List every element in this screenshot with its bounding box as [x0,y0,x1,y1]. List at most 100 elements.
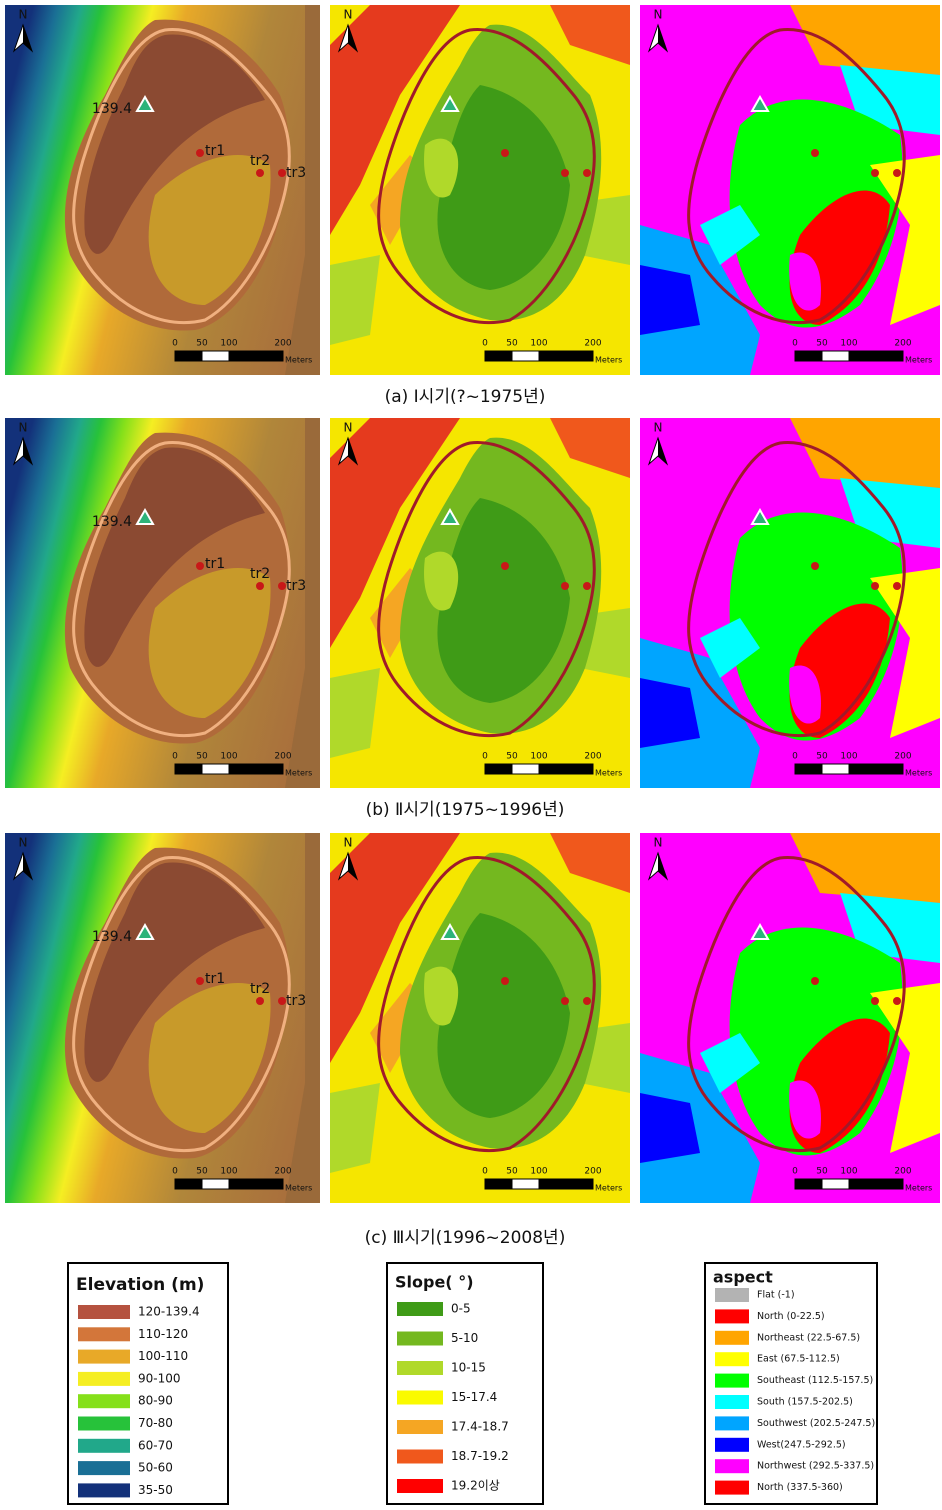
legend-swatch [715,1309,749,1323]
scale-unit: Meters [285,769,312,778]
scale-segment [485,1179,512,1189]
legend-swatch [78,1417,130,1431]
point-label: tr3 [286,578,306,594]
scale-label: 100 [530,339,547,349]
scale-segment [202,1179,229,1189]
legend-label: East (67.5-112.5) [757,1354,840,1365]
legend-label: 80-90 [138,1394,173,1408]
sample-point [501,562,509,570]
scale-unit: Meters [285,1184,312,1193]
scale-unit: Meters [905,769,932,778]
scale-segment [795,764,822,774]
north-label: N [344,8,353,22]
scale-label: 0 [482,752,488,762]
figure: 139.4 tr1 tr2 tr3 N 0 50 100 200 Meters N 0 50 100 200… [0,0,942,1506]
scale-segment [512,351,539,361]
scale-label: 50 [816,752,828,762]
scale-segment [175,764,202,774]
sample-point [256,169,264,177]
legend-swatch [715,1438,749,1452]
sample-point [561,997,569,1005]
scale-segment [822,351,849,361]
point-label: tr2 [250,566,270,582]
legend-swatch [397,1391,443,1405]
aspect-panel: N050100200Meters [640,5,940,375]
sample-point [871,582,879,590]
scale-label: 50 [506,752,518,762]
slope-map [330,833,630,1203]
aspect-map [640,418,940,788]
scale-segment [485,764,512,774]
sample-point [256,582,264,590]
peak-label: 139.4 [92,929,132,945]
scale-label: 200 [274,339,291,349]
legend-label: 10-15 [451,1361,486,1375]
legend-label: 19.2이상 [451,1479,500,1493]
north-label: N [344,421,353,435]
slope-map [330,418,630,788]
scale-label: 50 [816,1167,828,1177]
scale-label: 0 [172,339,178,349]
sample-point [196,977,204,985]
legend: Slope( °)0-55-1010-1515-17.417.4-18.718.… [387,1263,543,1504]
legend-swatch [78,1483,130,1497]
legend-swatch [78,1305,130,1319]
legend-swatch [397,1302,443,1316]
scale-unit: Meters [595,356,622,365]
point-label: tr1 [205,143,225,159]
scale-segment [229,351,283,361]
legend-label: 15-17.4 [451,1390,497,1404]
sample-point [871,997,879,1005]
point-label: tr1 [205,556,225,572]
scale-segment [202,764,229,774]
scale-segment [175,1179,202,1189]
legend-label: Northwest (292.5-337.5) [757,1461,874,1472]
legend-label: 50-60 [138,1461,173,1475]
legend-box [387,1263,543,1504]
legend-label: 17.4-18.7 [451,1420,509,1434]
scale-label: 200 [584,339,601,349]
sample-point [893,169,901,177]
legend-swatch [715,1459,749,1473]
legend-label: 35-50 [138,1483,173,1497]
legend-swatch [78,1439,130,1453]
scale-label: 100 [840,339,857,349]
scale-label: 200 [894,1167,911,1177]
scale-label: 100 [220,752,237,762]
north-label: N [654,421,663,435]
north-label: N [344,836,353,850]
scale-segment [849,1179,903,1189]
aspect-map [640,833,940,1203]
sample-point [278,582,286,590]
scale-segment [539,764,593,774]
scale-label: 100 [220,339,237,349]
slope-map [330,5,630,375]
sample-point [583,997,591,1005]
scale-segment [849,351,903,361]
sample-point [501,977,509,985]
legend: aspectFlat (-1)North (0-22.5)Northeast (… [705,1263,877,1504]
sample-point [278,997,286,1005]
scale-label: 200 [894,339,911,349]
sample-point [583,169,591,177]
scale-label: 50 [816,339,828,349]
legend-swatch [78,1372,130,1386]
legend-swatch [397,1332,443,1346]
sample-point [893,997,901,1005]
sample-point [811,149,819,157]
scale-label: 50 [506,1167,518,1177]
legend-label: North (337.5-360) [757,1482,843,1493]
north-label: N [654,8,663,22]
scale-segment [512,764,539,774]
scale-label: 200 [584,752,601,762]
legend-label: 5-10 [451,1331,478,1345]
legend-swatch [78,1327,130,1341]
scale-segment [822,764,849,774]
legend-label: 60-70 [138,1438,173,1452]
scale-segment [539,1179,593,1189]
scale-label: 100 [840,1167,857,1177]
legend-label: 0-5 [451,1302,471,1316]
legend-swatch [397,1420,443,1434]
